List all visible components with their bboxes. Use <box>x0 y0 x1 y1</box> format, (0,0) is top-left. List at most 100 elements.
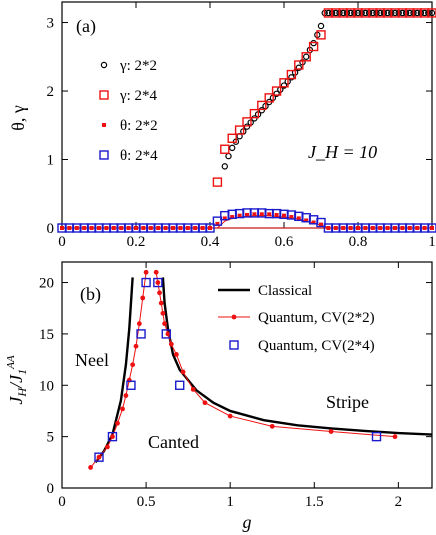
panel-b-marks <box>88 269 433 470</box>
panel-a-series-2-point <box>326 226 331 230</box>
panel-a-series-2-point <box>111 226 116 230</box>
panel-a-series-1-point <box>316 30 326 40</box>
panel-a-series-0-point <box>369 9 376 17</box>
panel-a-ylabel: θ, γ <box>8 105 28 131</box>
panel-a-series-2-point <box>282 213 286 218</box>
panel-a-series-2-point <box>385 226 390 230</box>
quantum-2x2-point <box>227 413 233 419</box>
panel-a-series-0-point <box>347 9 354 17</box>
quantum-2x2-point <box>173 352 179 357</box>
region-label-neel: Neel <box>75 350 109 370</box>
panel-b-ytick-label: 10 <box>39 378 54 394</box>
panel-a-series-0-point <box>406 9 413 17</box>
panel-b-ytick-label: 5 <box>47 430 55 446</box>
panel-a-legend-marker <box>99 150 109 160</box>
panel-a-series-2-point <box>422 226 427 230</box>
panel-a-series-0-point <box>362 9 369 17</box>
panel-a-series-0-point <box>377 9 384 17</box>
panel-a-series-2-point <box>304 218 309 223</box>
panel-a-series-1-point <box>234 125 245 135</box>
panel-a-series-2-point <box>393 226 397 230</box>
panel-a-series-1-point <box>279 78 289 88</box>
quantum-2x2-point <box>153 269 159 275</box>
panel-a-series-2-point <box>319 222 323 227</box>
panel-a-series-0-point <box>280 82 288 89</box>
panel-a-series-2-point <box>178 226 183 230</box>
panel-a-series-0-point <box>384 9 391 17</box>
quantum-2x2-point <box>155 280 161 285</box>
panel-b-ytick-label: 0 <box>47 481 55 497</box>
quantum-2x2-point <box>158 300 164 306</box>
panel-a-series-2-point <box>400 226 405 230</box>
quantum-2x2-point <box>392 434 398 440</box>
panel-a-series-3-point <box>316 217 326 228</box>
quantum-2x2-point <box>160 310 166 316</box>
panel-a-ylabel-text: θ, γ <box>8 105 28 131</box>
panel-a-xtick-label: 0.4 <box>201 234 220 250</box>
quantum-2x2-point <box>180 369 186 375</box>
panel-a-series-2-point <box>141 226 146 230</box>
panel-b-frame <box>61 261 433 489</box>
panel-a-series-3-point <box>205 223 215 233</box>
panel-a-ytick-label: 0 <box>47 221 55 237</box>
quantum-2x2-point <box>88 465 93 470</box>
panel-a-series-0-point <box>414 9 421 17</box>
panel-a-legend-marker <box>102 123 106 127</box>
quantum-2x2-point <box>96 454 102 460</box>
quantum-2x2-point <box>162 321 167 327</box>
panel-a-series-0-point <box>354 9 362 17</box>
quantum-2x4-point <box>153 277 163 288</box>
quantum-2x4-point <box>161 329 171 339</box>
panel-a-series-0-point <box>421 9 428 17</box>
panel-a-series-0-point <box>391 9 399 17</box>
panel-a-series-2-point <box>267 212 272 217</box>
panel-a-series-2-point <box>274 212 279 217</box>
panel-a-series-2-point <box>185 226 190 230</box>
panel-a-series-1-point <box>257 100 267 111</box>
quantum-2x2-point <box>115 420 120 426</box>
panel-a-series-2-point <box>134 226 138 230</box>
quantum-2x2-line <box>155 272 396 438</box>
quantum-2x2-point <box>190 386 196 392</box>
panel-a-xtick-label: 0.6 <box>275 234 294 250</box>
panel-a-series-0-point <box>399 9 406 17</box>
panel-b-legend-label: Classical <box>258 283 312 299</box>
panel-a-tag: (a) <box>76 16 96 37</box>
panel-a-legend-marker <box>100 61 108 69</box>
panel-a-legend-label: γ: 2*4 <box>119 88 158 104</box>
panel-a-series-0-point <box>317 22 325 30</box>
region-label-canted: Canted <box>148 432 199 452</box>
quantum-2x2-point <box>269 423 275 429</box>
panel-a-series-2-point <box>200 226 205 230</box>
panel-b-xtick-label: 1.5 <box>305 494 324 510</box>
quantum-2x2-point <box>105 444 110 450</box>
quantum-2x4-point <box>107 431 118 442</box>
panel-a-series-0-point <box>225 152 232 160</box>
panel-a-ytick-label: 3 <box>47 16 55 32</box>
panel-a-series-0-point <box>325 9 332 17</box>
panel-b-xlabel: g <box>243 512 252 532</box>
panel-b: (b) JH/J1AA g Neel Canted Stripe 0 0.5 1 1.… <box>5 261 433 532</box>
quantum-2x2-point <box>130 362 136 368</box>
panel-a-series-1-point <box>227 133 237 143</box>
panel-a-series-2-point <box>289 215 294 220</box>
panel-a-series-2-point <box>215 221 220 226</box>
panel-a-annotation: J_H = 10 <box>308 142 377 162</box>
panel-a-frame <box>61 1 433 229</box>
panel-a-legend-label: θ: 2*4 <box>120 148 158 164</box>
panel-b-ytick-label: 15 <box>39 327 54 343</box>
panel-a-series-2-point <box>193 226 198 230</box>
quantum-2x2-point <box>328 429 334 434</box>
panel-a-series-2-point <box>333 226 338 230</box>
panel-a-series-1-point <box>242 117 252 127</box>
quantum-2x4-point <box>136 329 146 339</box>
panel-a-series-0-point <box>303 53 310 60</box>
panel-a-ticks: 0 0.2 0.4 0.6 0.8 1 0 1 2 3 <box>47 2 436 250</box>
panel-a-series-2-point <box>82 226 87 230</box>
panel-b-xtick-label: 1 <box>226 494 234 510</box>
quantum-2x2-point <box>123 393 129 398</box>
panel-a-xtick-label: 0 <box>58 234 66 250</box>
panel-a-xtick-label: 1 <box>428 234 436 250</box>
